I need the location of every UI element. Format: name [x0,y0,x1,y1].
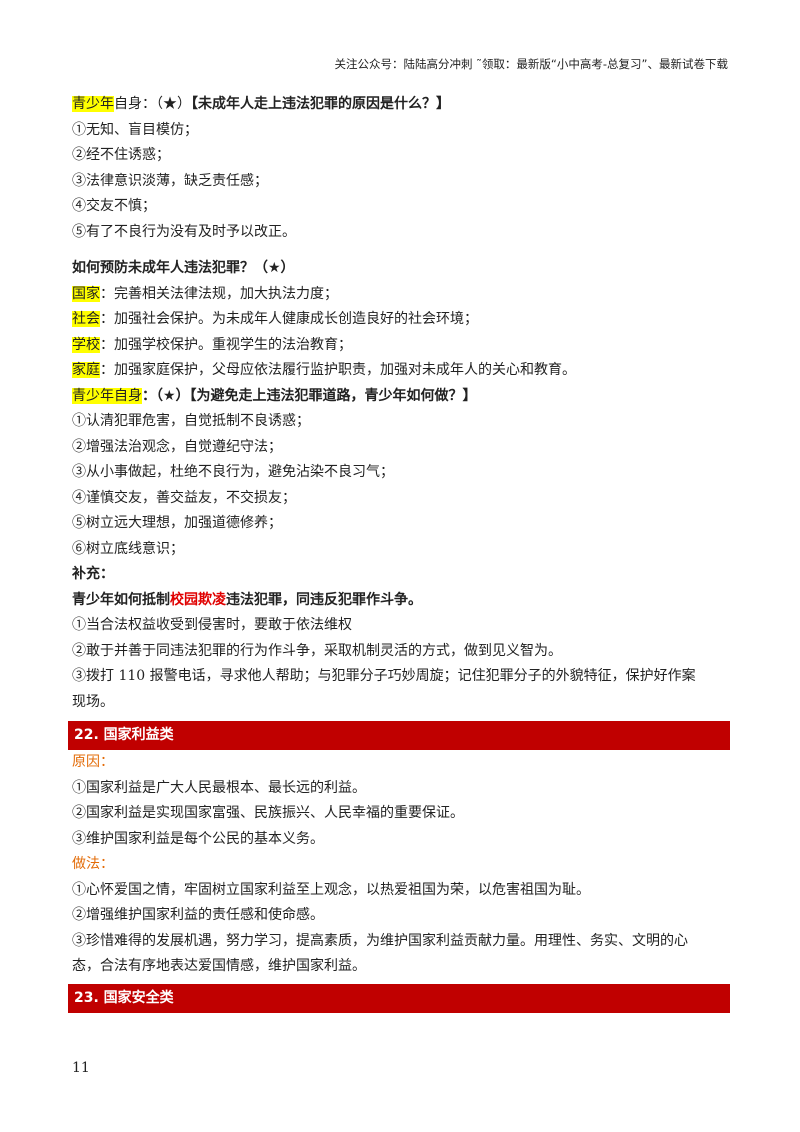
list-item: ②增强法治观念，自觉遵纪守法； [72,438,282,455]
question: 【未成年人走上违法犯罪的原因是什么？】 [191,96,450,112]
list-item: ②增强维护国家利益的责任感和使命感。 [72,907,324,923]
highlight: 家庭 [72,362,100,378]
row-text: ：加强社会保护。为未成年人健康成长创造良好的社会环境； [100,311,478,327]
highlight: 社会 [72,311,100,327]
prevention-row: 社会：加强社会保护。为未成年人健康成长创造良好的社会环境； [72,307,732,333]
list-item: ①无知、盲目模仿； [72,121,198,138]
highlight: 学校 [72,336,100,353]
list-item: ⑤树立远大理想，加强道德修养； [72,515,282,531]
prevention-heading: 如何预防未成年人违法犯罪？（★） [72,260,295,276]
prevention-row: 学校：加强学校保护。重视学生的法治教育； [72,333,732,359]
reasons-list: ①国家利益是广大人民最根本、最长远的利益。 ②国家利益是实现国家富强、民族振兴、人… [72,776,732,853]
list-item: ①心怀爱国之情，牢固树立国家利益至上观念，以热爱祖国为荣，以危害祖国为耻。 [72,881,590,898]
list-item: ③珍惜难得的发展机遇，努力学习，提高素质，为维护国家利益贡献力量。用理性、务实、… [72,932,688,949]
list-item: ⑥树立底线意识； [72,540,184,557]
list-item: ②敢于并善于同违法犯罪的行为作斗争，采取机制灵活的方式，做到见义智为。 [72,642,562,659]
list-item: 现场。 [72,693,114,710]
row-text: ：完善相关法律法规，加大执法力度； [100,285,338,302]
list-item: ②经不住诱惑； [72,147,170,163]
red-text: 校园欺凌 [170,591,226,608]
self-heading: 青少年自身：（★）【为避免走上违法犯罪道路，青少年如何做？】 [72,384,732,410]
causes-heading: 青少年自身：（★）【未成年人走上违法犯罪的原因是什么？】 [72,92,732,118]
question: ：（★）【为避免走上违法犯罪道路，青少年如何做？】 [142,387,477,404]
prevention-rows: 国家：完善相关法律法规，加大执法力度； 社会：加强社会保护。为未成年人健康成长创造… [72,282,732,384]
reason-label: 原因： [72,754,114,770]
bullying-list: ①当合法权益收受到侵害时，要敢于依法维权 ②敢于并善于同违法犯罪的行为作斗争，采取… [72,613,732,715]
list-item: ③法律意识淡薄，缺乏责任感； [72,172,268,189]
page-number: 11 [72,1060,90,1076]
list-item: ②国家利益是实现国家富强、民族振兴、人民幸福的重要保证。 [72,805,464,821]
list-item: ③从小事做起，杜绝不良行为，避免沾染不良习气； [72,464,394,480]
row-text: ：加强学校保护。重视学生的法治教育； [100,336,352,353]
causes-list: ①无知、盲目模仿； ②经不住诱惑； ③法律意识淡薄，缺乏责任感； ④交友不慎； ⑤有了不… [72,118,732,246]
list-item: 态，合法有序地表达爱国情感，维护国家利益。 [72,958,366,974]
list-item: ①当合法权益收受到侵害时，要敢于依法维权 [72,617,352,633]
list-item: ④交友不慎； [72,198,156,214]
highlight: 国家 [72,285,100,302]
list-item: ①国家利益是广大人民最根本、最长远的利益。 [72,779,366,796]
highlight: 青少年自身 [72,387,142,404]
section-23-bar: 23. 国家安全类 [68,983,730,1013]
highlight: 青少年 [72,96,114,112]
heading-text: 自身：（★） [114,96,191,112]
how-label: 做法： [72,856,114,872]
supplement-label: 补充： [72,566,114,582]
list-item: ⑤有了不良行为没有及时予以改正。 [72,223,296,240]
section-22-bar: 22. 国家利益类 [68,721,730,750]
list-item: ①认清犯罪危害，自觉抵制不良诱惑； [72,413,310,429]
hows-list: ①心怀爱国之情，牢固树立国家利益至上观念，以热爱祖国为荣，以危害祖国为耻。 ②增强… [72,878,732,980]
row-text: ：加强家庭保护，父母应依法履行监护职责，加强对未成年人的关心和教育。 [100,362,576,378]
page-content: 青少年自身：（★）【未成年人走上违法犯罪的原因是什么？】 ①无知、盲目模仿； ②经… [68,92,732,1013]
prevention-row: 国家：完善相关法律法规，加大执法力度； [72,282,732,308]
text: 青少年如何抵制 [72,591,170,608]
list-item: ③拨打 110 报警电话，寻求他人帮助；与犯罪分子巧妙周旋；记住犯罪分子的外貌特… [72,668,696,684]
list-item: ③维护国家利益是每个公民的基本义务。 [72,830,324,847]
list-item: ④谨慎交友，善交益友，不交损友； [72,489,296,506]
page-header: 关注公众号：陆陆高分冲刺 ˜领取：最新版“小中高考-总复习”、最新试卷下载 [334,57,728,71]
self-list: ①认清犯罪危害，自觉抵制不良诱惑； ②增强法治观念，自觉遵纪守法； ③从小事做起，杜… [72,409,732,562]
prevention-row: 家庭：加强家庭保护，父母应依法履行监护职责，加强对未成年人的关心和教育。 [72,358,732,384]
text: 违法犯罪，同违反犯罪作斗争。 [226,591,422,608]
bullying-heading: 青少年如何抵制校园欺凌违法犯罪，同违反犯罪作斗争。 [72,588,732,614]
